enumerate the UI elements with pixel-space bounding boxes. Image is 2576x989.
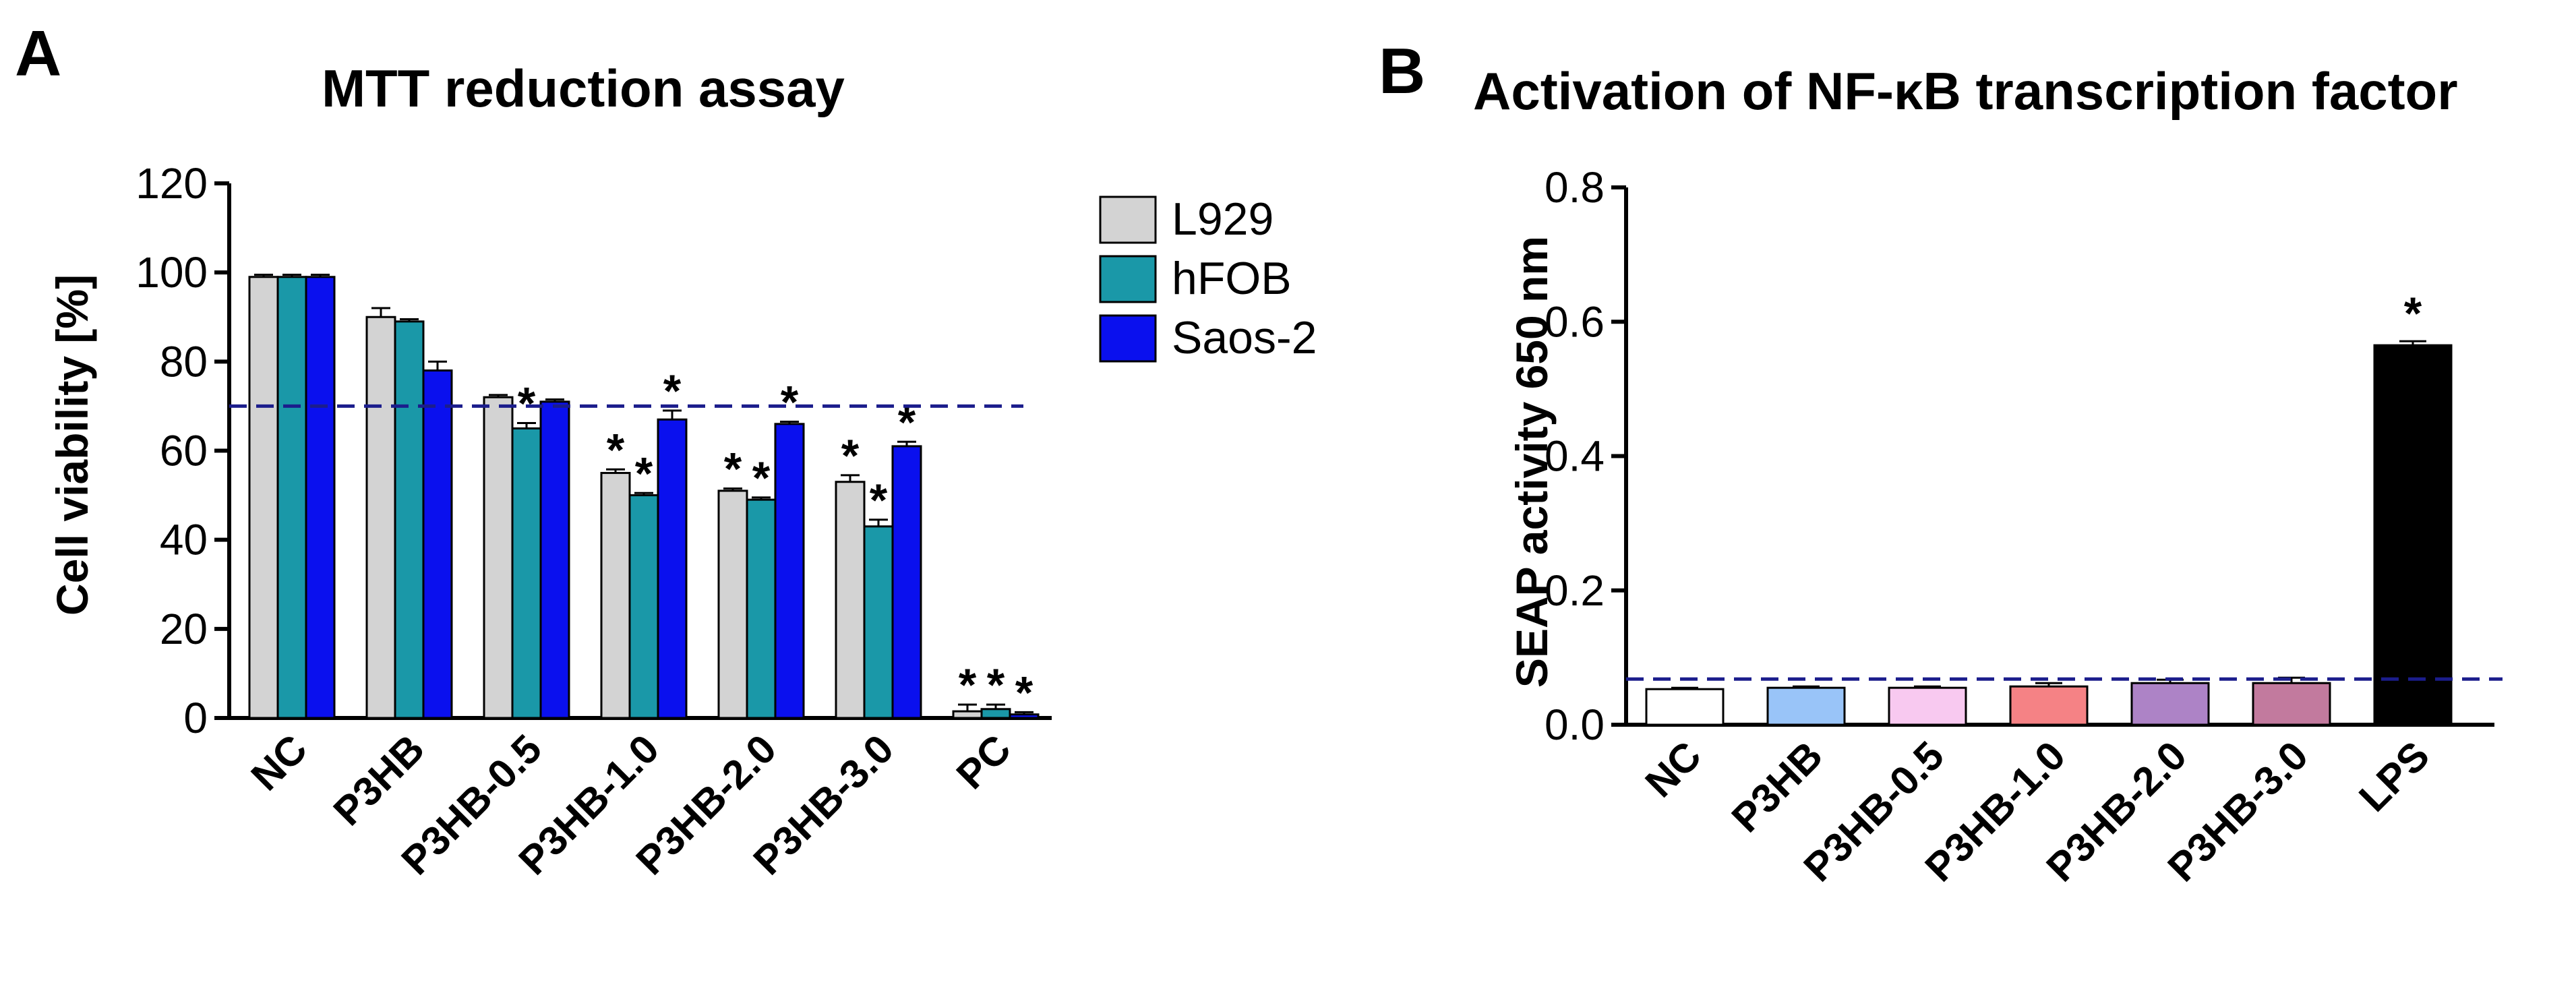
panel-a-significance-star: *	[635, 448, 653, 499]
panel-a-bar	[746, 498, 777, 719]
panel-a-bar	[483, 396, 514, 719]
panel-a-xtick-label: PC	[948, 726, 1019, 798]
panel-a-significance-star: *	[781, 377, 799, 428]
panel-a-bar	[835, 481, 866, 719]
panel-a-bar	[539, 400, 570, 719]
panel-b-ytick-label: 0.2	[1545, 566, 1605, 615]
panel-b-ytick-label: 0.8	[1545, 163, 1605, 212]
panel-a-xtick-label: P3HB	[325, 726, 433, 835]
legend-label-hfob: hFOB	[1172, 253, 1292, 304]
panel-b-significance-star: *	[2404, 288, 2422, 339]
panel-a-bar	[952, 710, 983, 719]
panel-b-ytick-label: 0.0	[1545, 700, 1605, 749]
panel-a-bar	[248, 276, 279, 719]
panel-b-ytick-label: 0.4	[1545, 432, 1605, 481]
panel-a-bar	[774, 423, 805, 719]
panel-b-ylabel: SEAP activity 650 nm	[1507, 236, 1557, 688]
legend-swatch-l929	[1099, 196, 1157, 244]
panel-a-bar	[511, 427, 542, 719]
legend-label-l929: L929	[1172, 193, 1274, 245]
panel-a-ytick-label: 0	[183, 694, 208, 742]
panel-a-significance-star: *	[724, 444, 742, 495]
panel-b-bar	[2130, 682, 2210, 726]
panel-a-ytick-label: 100	[136, 248, 208, 297]
panel-b-xtick-label: LPS	[2350, 733, 2438, 820]
panel-a-bar	[891, 445, 922, 719]
panel-a-significance-star: *	[607, 424, 625, 475]
panel-a-ytick-label: 80	[160, 337, 208, 386]
panel-b-bar	[2009, 685, 2089, 726]
panel-a-significance-star: *	[898, 396, 916, 448]
panel-a-significance-star: *	[1015, 667, 1034, 718]
legend-swatch-saos-2	[1099, 314, 1157, 363]
panel-a-bar	[305, 276, 336, 719]
panel-a-ytick-label: 20	[160, 605, 208, 653]
panel-a-significance-star: *	[959, 659, 977, 711]
panel-a-ylabel: Cell viability [%]	[47, 274, 97, 616]
panel-a-significance-star: *	[987, 659, 1005, 711]
panel-a-title: MTT reduction assay	[322, 59, 845, 118]
panel-a-bar	[863, 525, 894, 719]
panel-b-ytick-label: 0.6	[1545, 297, 1605, 346]
panel-a-bar	[628, 494, 659, 719]
panel-a-bar	[422, 369, 453, 719]
panel-a-significance-star: *	[518, 378, 536, 429]
legend-swatch-hfob	[1099, 255, 1157, 303]
panel-a-ytick-label: 120	[136, 159, 208, 208]
panel-a-bar	[394, 320, 425, 719]
panel-b-bar	[1645, 688, 1725, 726]
panel-a-significance-star: *	[841, 430, 860, 481]
panel-b-xtick-label: P3HB	[1723, 733, 1832, 841]
panel-a-bar	[365, 316, 396, 719]
panel-b-xtick-label: NC	[1637, 733, 1710, 806]
panel-a-letter: A	[15, 18, 61, 90]
panel-a-bar	[276, 276, 307, 719]
panel-b-plot: 0.00.20.40.60.8NC P3HBP3HB-0.5P3HB-1.0P3H…	[1545, 163, 2503, 890]
panel-a-legend: L929 hFOB Saos-2	[1099, 193, 1317, 363]
panel-a-bar	[600, 472, 631, 719]
panel-a-ytick-label: 40	[160, 516, 208, 564]
panel-a-ytick-label: 60	[160, 427, 208, 475]
panel-a-significance-star: *	[870, 475, 888, 526]
panel-b-letter: B	[1379, 35, 1425, 107]
panel-a-xtick-label: NC	[243, 726, 316, 800]
panel-b-title: Activation of NF-κB transcription factor	[1473, 61, 2458, 121]
legend-label-saos-2: Saos-2	[1172, 312, 1317, 363]
panel-a-bar	[657, 418, 688, 719]
panel-b-bar	[2252, 682, 2331, 726]
panel-b-bar	[1888, 686, 1967, 726]
panel-b-bar	[1766, 686, 1846, 726]
panel-a-bar	[717, 489, 748, 719]
panel-b-bar	[2373, 344, 2453, 726]
panel-a-significance-star: *	[752, 452, 771, 504]
panel-a-significance-star: *	[663, 365, 682, 417]
